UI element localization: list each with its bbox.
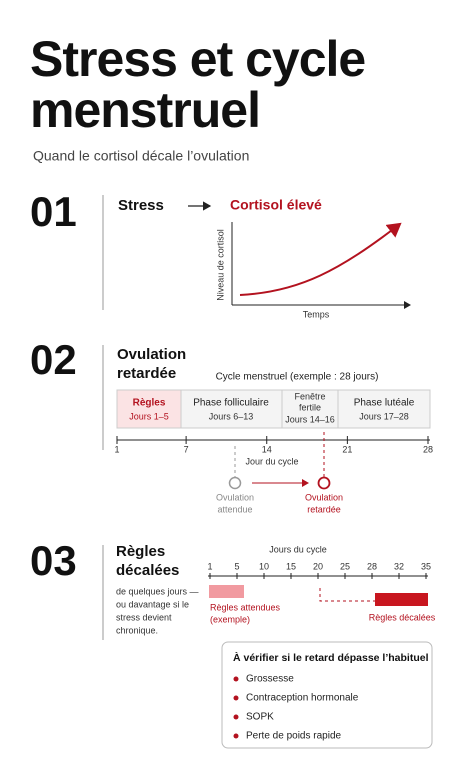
phase-box [281,389,339,429]
curve [239,222,402,296]
checklist-title: À vérifier si le retard dépasse l’habitu… [233,651,429,664]
caption: Cycle menstruel (exemple : 28 jours) [216,372,379,383]
x-label: Temps [303,309,330,319]
checklist-item: Perte de poids rapide [246,731,342,742]
checklist-item: Grossesse [246,674,294,685]
tick-label: 1 [114,444,119,454]
tick-label: 14 [262,444,272,454]
marker-label: retardée [307,504,341,514]
title: menstruel [30,82,260,138]
tick-label: 21 [342,444,352,454]
phase-name: Règles [133,398,166,409]
section-number: 01 [30,188,77,235]
tick-label: 32 [394,561,404,571]
bullet [233,733,239,739]
phase-name: Fenêtre [294,391,325,401]
expected-bar [209,585,244,598]
tick-label: 28 [367,561,377,571]
phase-days: Jours 17–28 [359,411,409,421]
bullet [233,676,239,682]
phase-days: Jours 6–13 [209,411,254,421]
phase-name: Phase folliculaire [193,398,269,409]
tick-label: 10 [259,561,269,571]
marker-label: Ovulation [216,492,254,502]
shift-line [319,588,375,602]
marker-label: Ovulation [305,492,343,502]
bar-label: Règles attendues [210,602,281,612]
phase-name: fertile [299,402,321,412]
bullet [233,695,239,701]
checklist-box [221,641,433,749]
tick-label: 5 [234,561,239,571]
bullet [233,714,239,720]
axis-label: Jours du cycle [269,544,327,554]
checklist-item: SOPK [246,712,274,723]
tick-label: 7 [184,444,189,454]
y-label: Niveau de cortisol [215,229,225,301]
section-number: 03 [30,537,77,584]
tick-label: 35 [421,561,431,571]
description: chronique. [116,625,158,635]
tick-label: 28 [423,444,433,454]
section-title: Règles [116,543,165,560]
marker [228,476,242,490]
tick-label: 1 [207,561,212,571]
marker-label: attendue [217,504,252,514]
tick-label: 20 [313,561,323,571]
description: de quelques jours — [116,586,199,596]
section-title: retardée [117,365,176,382]
title: Stress et cycle [30,31,365,87]
axis-label: Jour du cycle [245,456,298,466]
bar-label: Règles décalées [369,612,436,622]
phase-days: Jours 14–16 [285,414,335,424]
section-title: Ovulation [117,346,186,363]
section-title: décalées [116,562,179,579]
subtitle: Quand le cortisol décale l’ovulation [33,148,249,164]
tick-label: 25 [340,561,350,571]
marker [317,476,331,490]
effect: Cortisol élevé [230,197,322,213]
description: stress devient [116,612,172,622]
cause: Stress [118,197,164,214]
phase-box [180,389,283,429]
phase-box [337,389,431,429]
section-number: 02 [30,336,77,383]
tick-label: 15 [286,561,296,571]
bar-label: (exemple) [210,614,250,624]
phase-box [116,389,182,429]
description: ou davantage si le [116,599,189,609]
phase-days: Jours 1–5 [129,411,169,421]
shifted-bar [375,593,428,606]
phase-name: Phase lutéale [354,398,415,409]
checklist-item: Contraception hormonale [246,693,359,704]
